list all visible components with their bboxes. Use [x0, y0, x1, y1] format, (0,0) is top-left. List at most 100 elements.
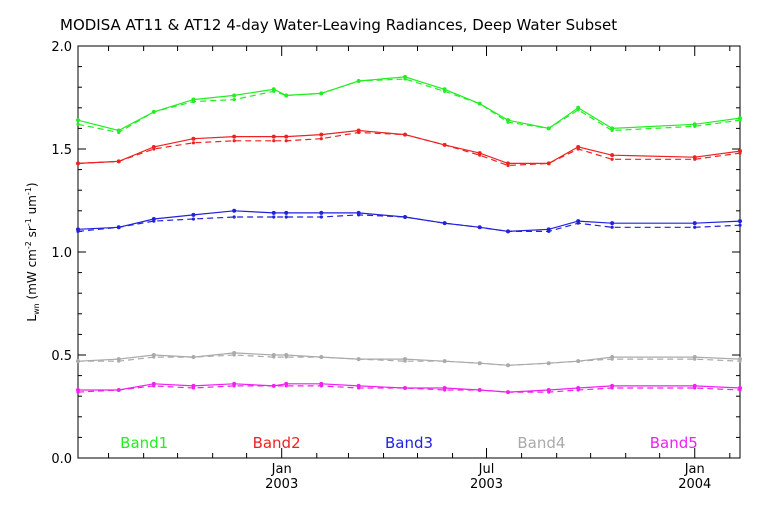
band3-point-dashed [152, 219, 156, 223]
band5-point-dashed [610, 386, 614, 390]
band4-point-dashed [76, 359, 80, 363]
band2-point-dashed [232, 139, 236, 143]
band4-point-dashed [357, 357, 361, 361]
band2-point-dashed [576, 147, 580, 151]
band2-point-dashed [357, 130, 361, 135]
y-tick-label: 1.5 [51, 143, 72, 158]
band1-point [232, 93, 237, 98]
band3-point-dashed [547, 229, 551, 233]
band5-point-dashed [693, 386, 697, 390]
legend-band1: Band1 [120, 434, 168, 452]
band3-point [319, 210, 324, 215]
y-tick-label: 2.0 [51, 40, 72, 55]
band3-point-dashed [232, 215, 236, 219]
band3-point-dashed [576, 221, 580, 225]
band1-point-dashed [232, 97, 236, 102]
band4-point-dashed [506, 363, 510, 367]
band5-point-dashed [272, 384, 276, 388]
band3-point [610, 221, 615, 226]
band5-point-dashed [117, 388, 121, 392]
band4-dashed-line [78, 354, 741, 366]
band5-point-dashed [738, 388, 742, 392]
band3-point-dashed [443, 221, 447, 225]
band4-point-dashed [478, 361, 482, 365]
plot-frame [77, 45, 741, 459]
y-tick-label: 0.0 [51, 452, 72, 467]
band4-solid-line [77, 352, 741, 366]
band4-point-dashed [403, 359, 407, 363]
band3-point-dashed [403, 215, 407, 219]
band5-point-dashed [547, 390, 551, 394]
band4-point-dashed [117, 359, 121, 363]
band3-dashed-line [77, 214, 741, 232]
band2-solid-line [77, 129, 741, 164]
band2-dashed-line [77, 131, 741, 167]
band5-point-dashed [357, 386, 361, 390]
band4-point-dashed [693, 357, 697, 361]
band4-point-dashed [547, 361, 551, 365]
band1-solid-line [77, 76, 741, 132]
band3-point [738, 219, 742, 224]
band1-point-dashed [547, 126, 551, 130]
band2-point-dashed [117, 159, 121, 163]
band2-point-dashed [152, 147, 156, 151]
band1-point-dashed [191, 100, 196, 104]
legend-band4: Band4 [517, 434, 565, 452]
x-tick-year: 2003 [470, 477, 503, 492]
band2-point-dashed [284, 139, 288, 143]
x-tick-month: Jan [271, 462, 292, 477]
band5-dashed-line [77, 385, 741, 393]
band4-point-dashed [319, 355, 323, 359]
band5-point-dashed [506, 390, 510, 394]
band1-point-dashed [357, 79, 361, 83]
band2-point-dashed [610, 157, 614, 161]
band2-point-dashed [403, 132, 407, 137]
band3-point-dashed [478, 225, 482, 229]
band1-point-dashed [117, 130, 121, 135]
band3-point-dashed [610, 225, 614, 229]
band2-point [271, 134, 276, 139]
band4-point-dashed [738, 359, 742, 363]
band5-point-dashed [232, 384, 236, 388]
band5-point-dashed [576, 388, 580, 392]
band1-point-dashed [738, 118, 742, 122]
band1-point-dashed [610, 128, 614, 133]
band5-point-dashed [403, 386, 407, 390]
band3-point [271, 210, 276, 215]
band5-solid-line [78, 383, 741, 393]
y-tick-label: 1.0 [51, 246, 72, 261]
band2-point [284, 134, 289, 139]
band2-point [191, 136, 196, 141]
band3-point [692, 221, 697, 226]
band3-point-dashed [191, 217, 196, 221]
band2-point-dashed [693, 157, 697, 161]
band3-point [191, 212, 196, 217]
band1-point-dashed [152, 110, 156, 114]
legend-band5: Band5 [650, 434, 698, 452]
x-tick-month: Jul [478, 462, 495, 477]
band3-point-dashed [357, 213, 361, 217]
y-axis-label: Lwn (mW cm-2 sr-1 um-1) [24, 182, 41, 321]
band1-point-dashed [284, 93, 288, 98]
band3-point-dashed [117, 225, 121, 229]
band3-point [232, 208, 237, 213]
band5-point-dashed [191, 386, 196, 390]
x-tick-year: 2004 [678, 477, 711, 492]
band4-point-dashed [576, 359, 580, 363]
band2-point [610, 153, 615, 158]
band2-point-dashed [547, 161, 551, 166]
band1-dashed-line [77, 78, 741, 134]
band5-point-dashed [443, 388, 447, 392]
band3-point-dashed [284, 215, 288, 219]
band2-point-dashed [272, 139, 276, 143]
band5-point-dashed [152, 384, 156, 388]
band1-point-dashed [576, 108, 580, 112]
band3-point-dashed [506, 229, 510, 233]
band5-point-dashed [319, 384, 323, 388]
band4-point-dashed [152, 355, 156, 359]
band3-solid-line [77, 210, 741, 233]
y-tick-label: 0.5 [51, 349, 72, 364]
band5-point-dashed [284, 384, 288, 388]
band4-point-dashed [232, 353, 236, 357]
